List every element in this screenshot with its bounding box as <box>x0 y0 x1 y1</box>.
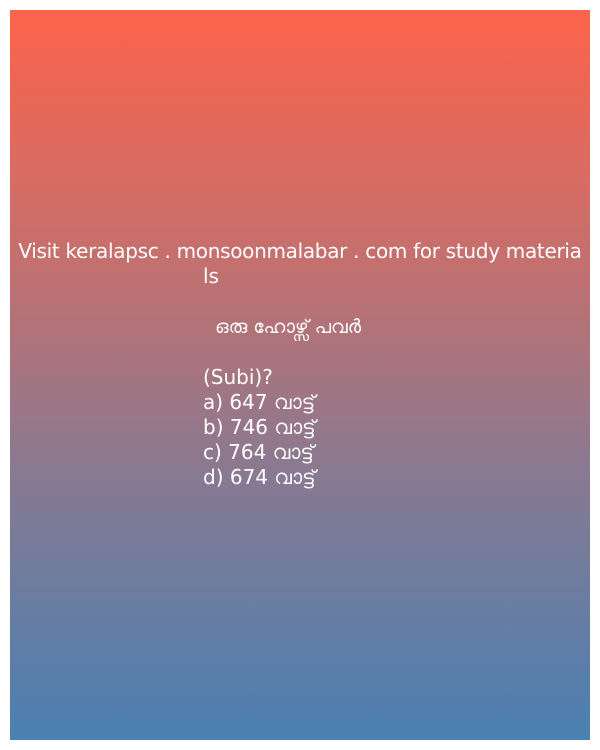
answer-option-a: a) 647 വാട്ട് <box>203 390 316 414</box>
answer-options: a) 647 വാട്ട് b) 746 വാട്ട് c) 764 വാട്ട… <box>203 390 316 490</box>
answer-option-b: b) 746 വാട്ട് <box>203 415 316 439</box>
quiz-card: Visit keralapsc . monsoonmalabar . com f… <box>10 10 590 740</box>
question-text: ഒരു ഹോഴ്സ് പവർ <box>215 316 362 338</box>
site-promo-text: Visit keralapsc . monsoonmalabar . com f… <box>18 239 582 263</box>
answer-option-d: d) 674 വാട്ട് <box>203 465 316 489</box>
site-promo-text-continued: ls <box>203 264 219 288</box>
question-subject: (Subi)? <box>203 365 273 389</box>
answer-option-c: c) 764 വാട്ട് <box>203 440 314 464</box>
